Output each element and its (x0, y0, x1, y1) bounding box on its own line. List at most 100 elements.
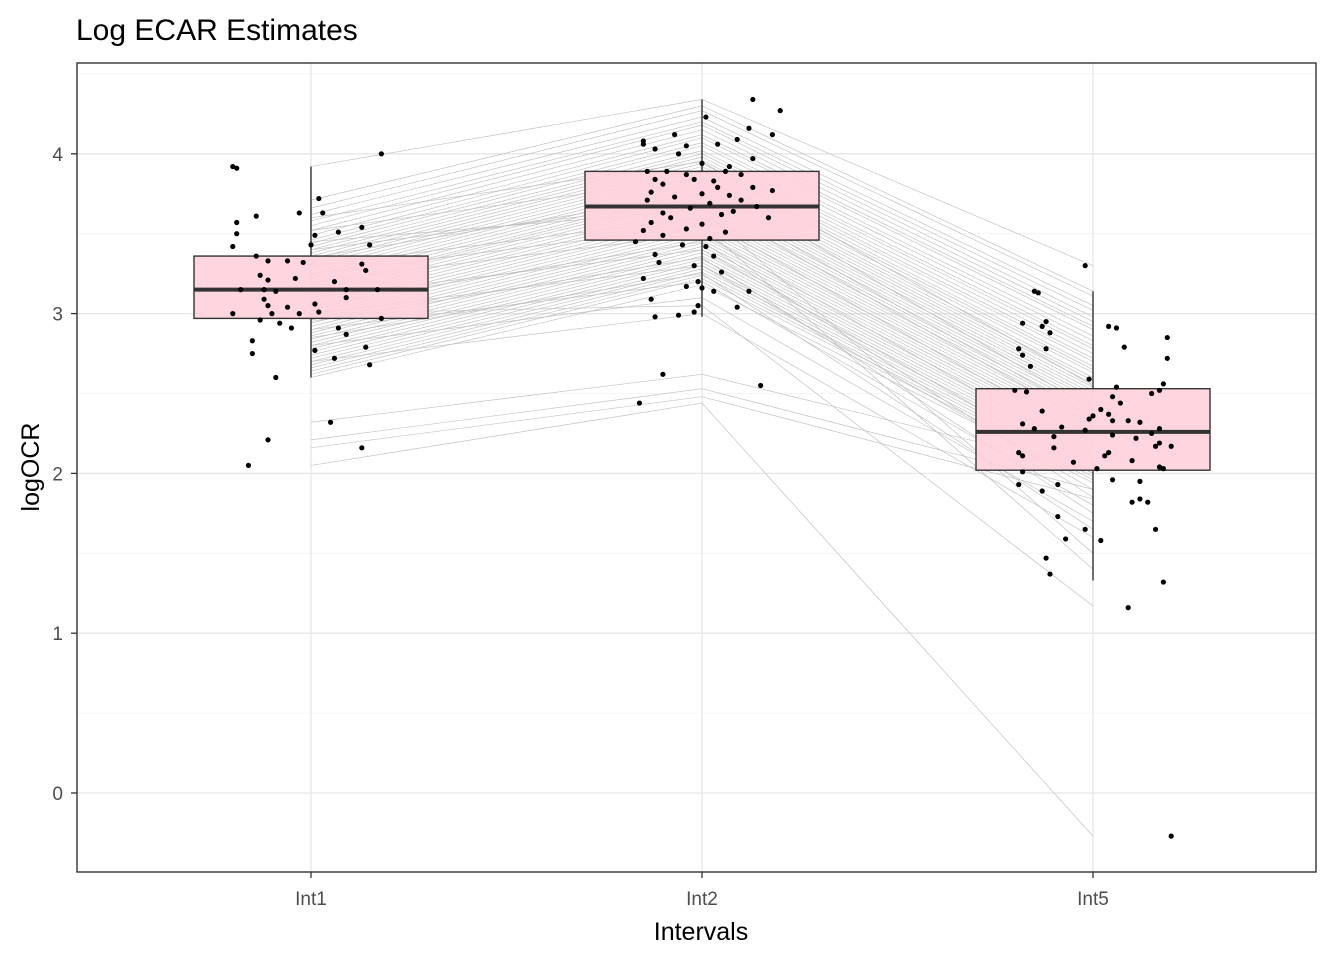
data-point (1020, 453, 1026, 459)
data-point (1152, 443, 1159, 449)
data-point (1082, 263, 1088, 269)
data-point (1113, 325, 1120, 331)
boxplot-int2 (584, 99, 820, 317)
data-point (1149, 390, 1155, 397)
data-point (1125, 605, 1131, 611)
data-point (648, 296, 654, 302)
data-point (374, 287, 381, 293)
x-tick-label: Int5 (1077, 889, 1109, 910)
data-point (1039, 488, 1045, 494)
data-point (273, 374, 279, 381)
data-point (230, 243, 236, 250)
data-point (726, 192, 732, 198)
data-point (249, 350, 255, 357)
data-point (316, 309, 322, 315)
data-point (300, 259, 306, 266)
data-point (320, 210, 326, 216)
data-point (652, 176, 658, 182)
data-point (327, 419, 334, 425)
data-point (1020, 469, 1026, 475)
data-point (1164, 334, 1170, 341)
subject-line (310, 396, 1094, 500)
y-tick-label: 1 (52, 624, 63, 645)
data-point (277, 320, 283, 326)
data-point (672, 132, 678, 138)
data-point (738, 171, 744, 178)
data-point (1090, 413, 1096, 419)
data-point (335, 229, 341, 235)
data-point (1020, 352, 1026, 358)
data-point (691, 309, 697, 315)
data-point (249, 338, 255, 344)
data-point (656, 259, 662, 266)
data-point (707, 235, 713, 242)
data-point (296, 311, 302, 317)
data-point (1113, 384, 1120, 390)
data-point (359, 224, 365, 230)
data-point (308, 242, 314, 248)
data-point (1168, 833, 1174, 839)
data-point (335, 325, 341, 331)
boxplot-int1 (193, 166, 429, 378)
data-point (750, 96, 756, 103)
data-point (769, 187, 775, 194)
subject-line (310, 388, 1094, 490)
data-point (699, 221, 705, 227)
data-point (363, 344, 369, 350)
data-point (683, 226, 689, 232)
data-point (1156, 426, 1163, 432)
data-point (683, 283, 689, 290)
data-point (644, 168, 650, 174)
data-point (1020, 320, 1026, 326)
data-point (1082, 526, 1088, 532)
data-point (1039, 408, 1045, 414)
data-point (331, 279, 338, 285)
data-point (230, 163, 236, 170)
data-point (1109, 432, 1116, 438)
data-point (245, 462, 252, 469)
data-point (1160, 579, 1166, 585)
data-point (1055, 481, 1061, 488)
data-point (1016, 481, 1022, 488)
data-point (1043, 318, 1049, 325)
data-point (715, 141, 721, 147)
data-point (636, 400, 643, 406)
data-point (1063, 536, 1069, 542)
data-point (722, 168, 729, 174)
data-point (765, 215, 772, 221)
data-point (1137, 496, 1143, 502)
data-point (746, 288, 752, 294)
data-point (265, 277, 271, 283)
data-point (1094, 466, 1100, 472)
boxplots (193, 99, 1211, 581)
data-point (265, 437, 271, 443)
data-point (1082, 427, 1088, 433)
data-point (691, 176, 697, 182)
y-tick-label: 2 (52, 464, 63, 485)
data-point (738, 197, 744, 203)
chart-title: Log ECAR Estimates (76, 14, 358, 47)
data-point (316, 195, 322, 202)
data-point (1156, 464, 1163, 470)
data-point (687, 205, 693, 211)
data-point (265, 258, 271, 264)
data-point (754, 203, 760, 210)
data-point (683, 171, 689, 178)
data-point (711, 178, 717, 184)
data-point (1106, 450, 1112, 456)
data-point (1168, 443, 1174, 449)
data-point (1043, 555, 1049, 561)
data-point (261, 287, 267, 293)
data-point (703, 114, 709, 120)
data-point (1156, 440, 1163, 446)
data-point (652, 251, 658, 258)
data-point (257, 272, 263, 278)
data-point (1047, 571, 1053, 577)
data-point (1121, 344, 1127, 350)
data-point (1086, 416, 1092, 422)
box (975, 388, 1211, 471)
data-point (632, 239, 639, 245)
data-point (292, 275, 298, 282)
data-point (312, 301, 318, 307)
